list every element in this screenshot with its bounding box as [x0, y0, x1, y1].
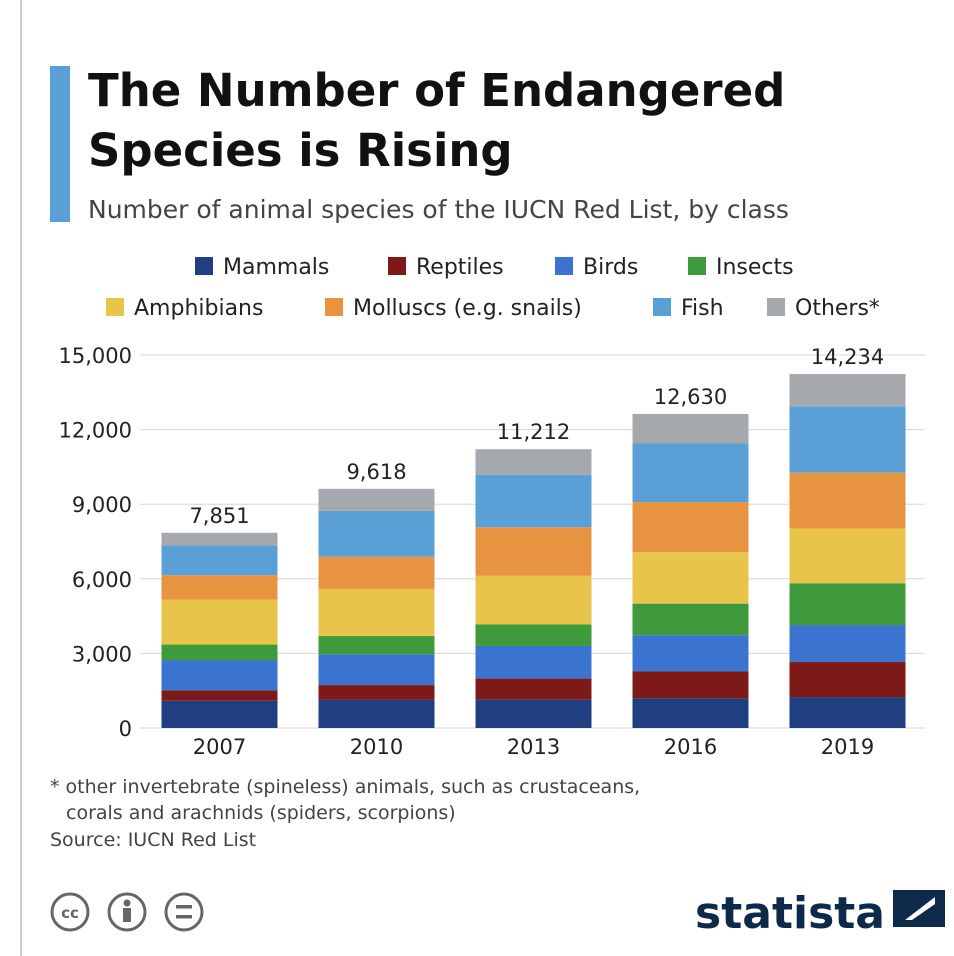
bar-segment	[632, 502, 749, 553]
legend-label: Others*	[795, 296, 880, 321]
attribution-icon	[107, 892, 147, 932]
bar-segment	[789, 528, 906, 584]
legend-swatch	[325, 298, 343, 316]
bar-segment	[475, 699, 592, 728]
attribution-icon	[123, 899, 131, 907]
legend-swatch	[688, 257, 706, 275]
legend-swatch	[767, 298, 785, 316]
chart-subtitle: Number of animal species of the IUCN Red…	[88, 195, 789, 224]
total-label: 7,851	[189, 504, 249, 528]
noderivs-icon	[176, 905, 192, 909]
attribution-icon	[123, 908, 131, 922]
bar-segment	[475, 474, 592, 528]
bar-segment	[632, 635, 749, 672]
brand-mark	[893, 890, 945, 927]
y-tick-label: 12,000	[59, 419, 132, 443]
bar-segment	[318, 488, 435, 511]
legend-label: Molluscs (e.g. snails)	[353, 296, 582, 321]
x-tick-label: 2013	[507, 735, 560, 759]
total-label: 14,234	[811, 345, 884, 369]
bar-segment	[318, 588, 435, 637]
bar-segment	[161, 545, 278, 576]
legend-swatch	[106, 298, 124, 316]
bar-segment	[789, 662, 906, 698]
bar-segment	[161, 644, 278, 661]
y-tick-label: 0	[119, 717, 132, 741]
bar-segment	[318, 685, 435, 700]
x-tick-label: 2010	[350, 735, 403, 759]
bar-segment	[632, 671, 749, 699]
bar-segment	[632, 552, 749, 604]
footnote: * other invertebrate (spineless) animals…	[50, 776, 640, 798]
chart-title: The Number of Endangered	[88, 64, 785, 117]
source: Source: IUCN Red List	[50, 829, 256, 851]
y-tick-label: 3,000	[72, 642, 132, 666]
bar-segment	[318, 636, 435, 655]
footnote: corals and arachnids (spiders, scorpions…	[66, 802, 456, 824]
y-tick-label: 15,000	[59, 344, 132, 368]
total-label: 11,212	[497, 420, 570, 444]
chart-title: Species is Rising	[88, 124, 513, 177]
x-tick-label: 2019	[821, 735, 874, 759]
legend-label: Reptiles	[416, 255, 504, 280]
bar-segment	[318, 699, 435, 728]
legend-swatch	[388, 257, 406, 275]
bar-segment	[161, 532, 278, 546]
bar-segment	[161, 660, 278, 691]
bar-segment	[789, 374, 906, 407]
bar-segment	[318, 510, 435, 557]
legend-swatch	[555, 257, 573, 275]
legend-swatch	[195, 257, 213, 275]
x-tick-label: 2007	[193, 735, 246, 759]
total-label: 12,630	[654, 385, 727, 409]
license-icon	[50, 892, 90, 932]
x-tick-label: 2016	[664, 735, 717, 759]
bar-segment	[789, 406, 906, 473]
bar-segment	[789, 625, 906, 663]
bar-segment	[161, 599, 278, 645]
bar-segment	[318, 654, 435, 686]
bar-segment	[789, 583, 906, 626]
bar-segment	[632, 443, 749, 503]
bar-segment	[632, 413, 749, 444]
noderivs-icon	[164, 892, 204, 932]
license-text: cc	[61, 904, 79, 922]
legend-swatch	[653, 298, 671, 316]
bar-segment	[475, 645, 592, 679]
bar-segment	[475, 678, 592, 700]
brand-logo: statista	[695, 888, 885, 939]
bar-segment	[632, 698, 749, 728]
bar-segment	[789, 472, 906, 529]
legend-label: Insects	[716, 255, 794, 280]
legend-label: Amphibians	[134, 296, 263, 321]
bar-segment	[475, 527, 592, 576]
noderivs-icon	[176, 915, 192, 919]
bar-segment	[161, 700, 278, 728]
bar-segment	[789, 697, 906, 728]
bar-segment	[475, 449, 592, 475]
total-label: 9,618	[346, 460, 406, 484]
y-tick-label: 9,000	[72, 493, 132, 517]
bar-segment	[475, 624, 592, 646]
bar-segment	[318, 556, 435, 589]
bar-segment	[161, 575, 278, 600]
bar-segment	[475, 575, 592, 625]
bar-segment	[632, 603, 749, 636]
title-accent	[50, 66, 70, 222]
y-tick-label: 6,000	[72, 568, 132, 592]
legend-label: Birds	[583, 255, 638, 280]
legend-label: Mammals	[223, 255, 329, 280]
bar-segment	[161, 690, 278, 701]
legend-label: Fish	[681, 296, 724, 321]
